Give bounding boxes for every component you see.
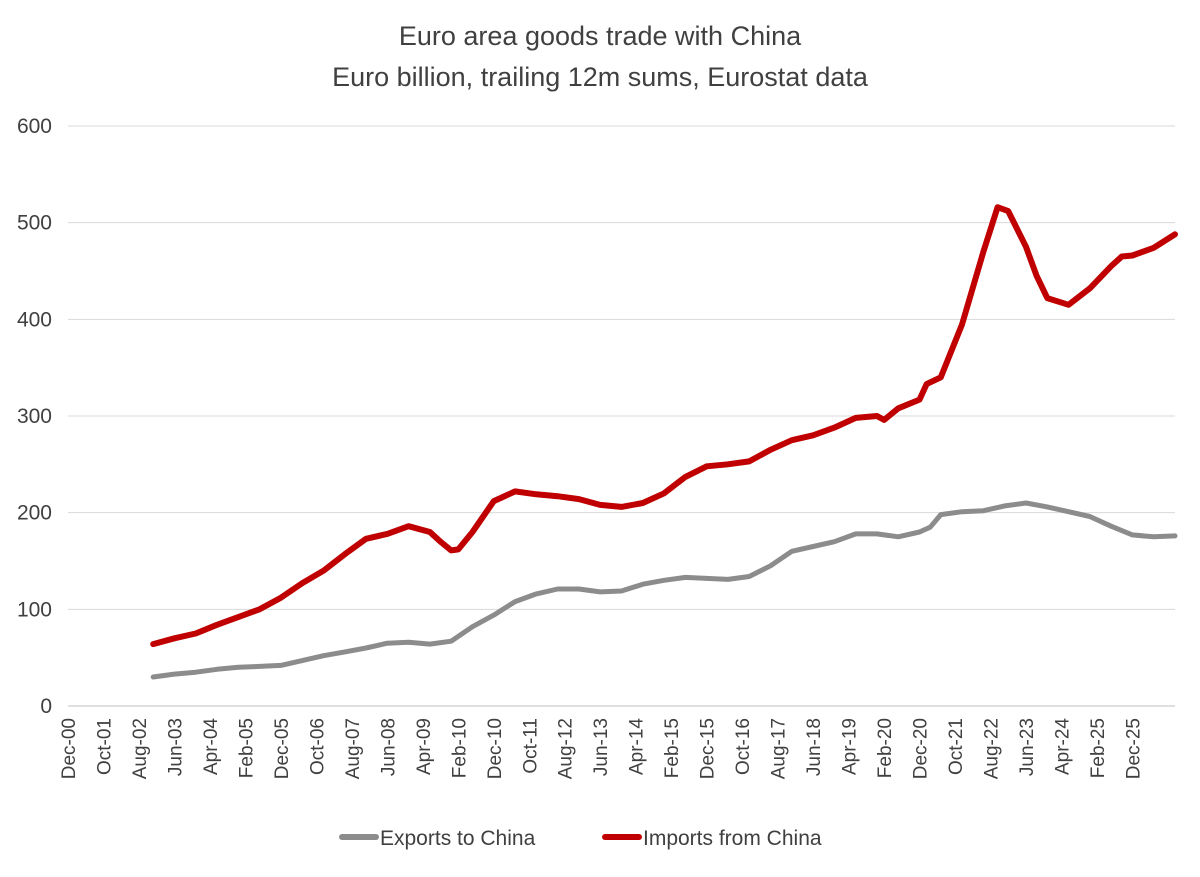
x-tick-label: Dec-05 — [272, 718, 293, 779]
x-tick-label: Aug-12 — [556, 718, 577, 779]
legend-label: Imports from China — [643, 827, 822, 850]
x-tick-label: Dec-10 — [485, 718, 506, 779]
x-tick-label: Jun-18 — [804, 718, 825, 776]
x-tick-label: Apr-14 — [627, 718, 648, 775]
x-tick-label: Jun-03 — [165, 718, 186, 776]
x-tick-label: Apr-04 — [201, 718, 222, 775]
legend: Exports to China Imports from China — [339, 827, 822, 850]
x-tick-label: Jun-13 — [591, 718, 612, 776]
x-tick-label: Aug-07 — [343, 718, 364, 779]
x-tick-label: Oct-11 — [520, 718, 541, 774]
y-tick-label: 200 — [17, 502, 52, 525]
x-tick-label: Feb-25 — [1088, 718, 1109, 778]
x-tick-label: Feb-20 — [875, 718, 896, 778]
x-tick-label: Jun-08 — [378, 718, 399, 776]
y-tick-label: 500 — [17, 212, 52, 235]
y-tick-label: 100 — [17, 598, 52, 621]
x-tick-label: Oct-06 — [307, 718, 328, 775]
x-tick-label: Aug-02 — [130, 718, 151, 779]
x-tick-label: Oct-16 — [733, 718, 754, 775]
x-tick-label: Feb-05 — [236, 718, 257, 778]
legend-label: Exports to China — [380, 827, 536, 850]
x-tick-label: Dec-20 — [911, 718, 932, 779]
x-tick-label: Aug-17 — [769, 718, 790, 779]
chart-title: Euro area goods trade with China — [399, 21, 802, 51]
x-tick-label: Feb-15 — [662, 718, 683, 778]
x-tick-label: Aug-22 — [982, 718, 1003, 779]
y-tick-label: 0 — [40, 695, 52, 718]
series-line-imports — [150, 204, 1178, 648]
y-tick-label: 300 — [17, 405, 52, 428]
x-tick-label: Feb-10 — [449, 718, 470, 778]
x-tick-label: Dec-25 — [1123, 718, 1144, 779]
x-tick-label: Apr-09 — [414, 718, 435, 775]
chart-subtitle: Euro billion, trailing 12m sums, Eurosta… — [332, 62, 869, 92]
y-tick-label: 600 — [17, 115, 52, 138]
x-tick-label: Dec-00 — [59, 718, 80, 779]
x-tick-label: Oct-21 — [946, 718, 967, 775]
x-tick-label: Oct-01 — [95, 718, 116, 775]
x-tick-label: Apr-19 — [840, 718, 861, 775]
series-lines — [150, 204, 1178, 680]
x-tick-label: Dec-15 — [698, 718, 719, 779]
x-axis-ticks: Dec-00 Oct-01 Aug-02 Jun-03 Apr-04 Feb-05 Dec-… — [59, 718, 1144, 780]
x-tick-label: Jun-23 — [1017, 718, 1038, 776]
x-tick-label: Apr-24 — [1053, 718, 1074, 775]
series-line-exports — [150, 500, 1178, 680]
y-axis-ticks: 0 100 200 300 400 500 600 — [17, 115, 52, 718]
y-tick-label: 400 — [17, 308, 52, 331]
